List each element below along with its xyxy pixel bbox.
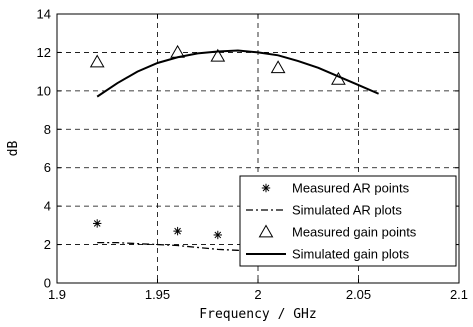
y-axis-label: dB xyxy=(6,141,21,157)
asterisk-stroke xyxy=(214,231,222,239)
asterisk-stroke xyxy=(93,220,101,227)
legend-entry-label: Simulated gain plots xyxy=(292,247,410,262)
y-tick-label: 6 xyxy=(44,160,51,175)
series-2 xyxy=(89,44,346,85)
gain-point-marker xyxy=(210,48,226,62)
legend-entry-label: Simulated AR plots xyxy=(292,203,402,218)
x-tick-label: 2.1 xyxy=(450,287,468,302)
ar-point-marker xyxy=(93,219,102,228)
x-tick-label: 1.95 xyxy=(145,287,170,302)
asterisk-stroke xyxy=(262,184,270,192)
x-tick-label: 2 xyxy=(254,287,261,302)
y-tick-label: 8 xyxy=(44,122,51,137)
legend-entry-label: Measured gain points xyxy=(292,225,417,240)
series-3 xyxy=(96,49,379,98)
legend-entry-label: Measured AR points xyxy=(292,181,410,196)
simulated-gain-line xyxy=(96,49,379,98)
legend: Measured AR points Simulated AR plots Meas… xyxy=(239,175,457,267)
ar-point-marker xyxy=(173,226,182,236)
x-tick-label: 2.05 xyxy=(346,287,371,302)
ar-point-marker xyxy=(213,230,222,240)
legend-marker-swatch xyxy=(258,224,274,238)
legend-marker-swatch xyxy=(261,183,271,193)
y-tick-label: 4 xyxy=(44,199,51,214)
y-tick-label: 12 xyxy=(37,45,51,60)
axis-ticks: 1.9 1.95 2 2.05 2.1 0 2 4 6 8 10 12 14 xyxy=(37,7,469,303)
x-axis-label: Frequency / GHz xyxy=(199,307,316,322)
gain-point-marker xyxy=(270,60,286,74)
x-tick-label: 1.9 xyxy=(48,287,66,302)
legend-box xyxy=(239,175,457,267)
y-tick-label: 14 xyxy=(37,7,51,22)
y-tick-label: 0 xyxy=(44,276,51,291)
y-tick-label: 10 xyxy=(37,83,51,98)
gain-point-marker xyxy=(89,54,105,68)
y-tick-label: 2 xyxy=(44,237,51,252)
asterisk-stroke xyxy=(174,227,181,235)
